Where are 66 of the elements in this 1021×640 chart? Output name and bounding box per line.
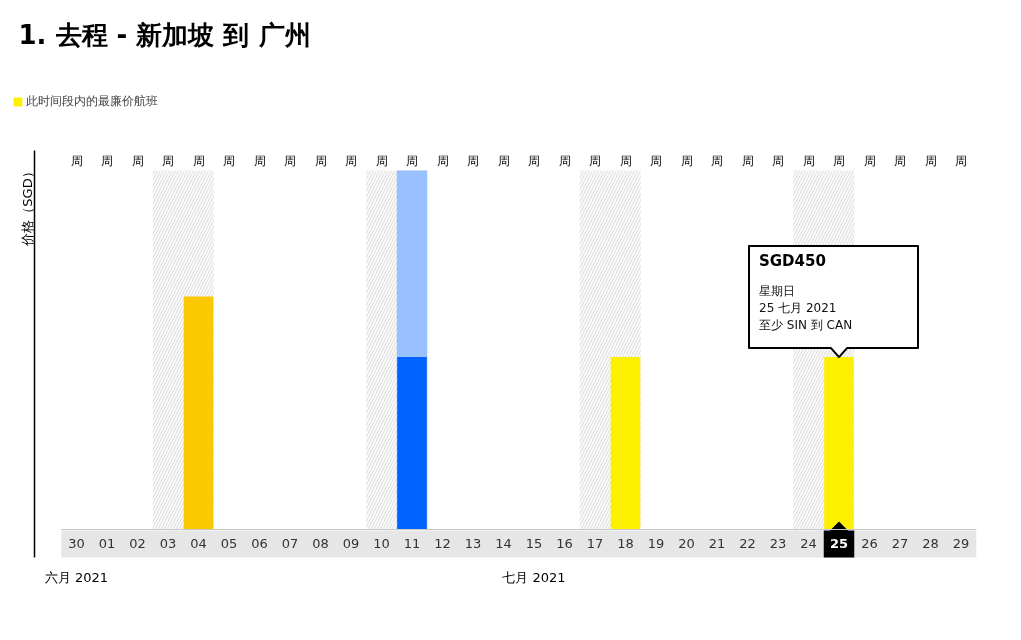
text: 周 xyxy=(711,153,723,168)
text: 六月 2021 xyxy=(44,570,109,585)
x-tick-label: 19 xyxy=(647,536,665,551)
text: 周 xyxy=(528,153,540,168)
x-tick-label: 24 xyxy=(800,536,817,551)
y-axis-title: 价格（SGD） xyxy=(20,165,35,247)
x-tick-label: 27 xyxy=(891,536,909,551)
text: 周 xyxy=(253,153,266,168)
x-tick-label: 05 xyxy=(220,536,238,551)
text: 周 xyxy=(284,153,296,168)
text: 周 xyxy=(589,153,601,168)
x-tick-label: 30 xyxy=(68,536,85,551)
text: 周 xyxy=(223,153,235,168)
x-tick-label: 07 xyxy=(281,536,299,551)
x-tick-label: 15 xyxy=(525,536,543,551)
text: 周 xyxy=(101,153,113,168)
text: 周 xyxy=(619,153,632,168)
text: 周 xyxy=(772,153,784,168)
text: 周 xyxy=(345,153,357,168)
text: 周 xyxy=(131,153,144,168)
x-tick-label: 20 xyxy=(678,536,695,551)
x-tick-label: 04 xyxy=(190,536,207,551)
text: 周 xyxy=(192,153,205,168)
text: 周 xyxy=(741,153,754,168)
x-tick-label: 08 xyxy=(312,536,329,551)
x-tick-label: 13 xyxy=(464,536,482,551)
x-tick-label: 12 xyxy=(434,536,451,551)
x-tick-label: 11 xyxy=(403,536,421,551)
text: 周 xyxy=(863,153,876,168)
text: 周 xyxy=(558,153,571,168)
x-tick-label: 02 xyxy=(129,536,146,551)
text: 周 xyxy=(497,153,510,168)
text: 周 xyxy=(314,153,327,168)
text: 周 xyxy=(70,153,83,168)
chart-title: 1. 去程 - 新加坡 到 广州 xyxy=(18,19,311,50)
x-tick-label: 28 xyxy=(922,536,939,551)
x-tick-label: 18 xyxy=(617,536,634,551)
text: 周 xyxy=(955,153,967,168)
x-tick-label: 25 xyxy=(829,536,849,551)
x-tick-label: 09 xyxy=(342,536,360,551)
text: 周 xyxy=(436,153,449,168)
x-tick-label: 14 xyxy=(495,536,512,551)
x-tick-label: 21 xyxy=(708,536,726,551)
annotation: SGD450 星期日 25 七月 2021 至少 SIN 到 CAN xyxy=(759,252,853,333)
text: 周 xyxy=(375,153,388,168)
legend-label: 此时间段内的最廉价航班 xyxy=(26,93,158,110)
text: 周 xyxy=(833,153,845,168)
x-tick-label: 06 xyxy=(251,536,268,551)
x-tick-label: 26 xyxy=(861,536,878,551)
x-tick-label: 29 xyxy=(952,536,970,551)
text: 周 xyxy=(467,153,479,168)
text: 周 xyxy=(802,153,815,168)
text: 周 xyxy=(406,153,418,168)
text: 周 xyxy=(894,153,906,168)
x-tick-label: 23 xyxy=(769,536,787,551)
x-tick-label: 10 xyxy=(373,536,390,551)
x-axis-title: 七月 2021 xyxy=(502,570,566,585)
text: 周 xyxy=(924,153,937,168)
text: 周 xyxy=(162,153,174,168)
x-tick-label: 16 xyxy=(556,536,573,551)
text: 周 xyxy=(680,153,693,168)
text: 周 xyxy=(650,153,662,168)
x-tick-label: 01 xyxy=(98,536,116,551)
x-tick-label: 17 xyxy=(586,536,604,551)
x-tick-label: 03 xyxy=(159,536,177,551)
x-tick-label: 22 xyxy=(739,536,756,551)
